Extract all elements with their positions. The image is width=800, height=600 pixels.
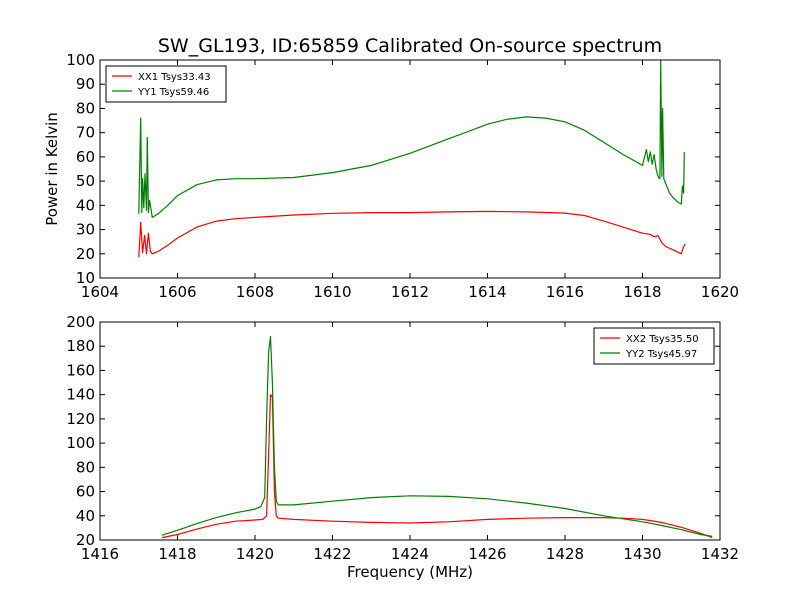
figure-title: SW_GL193, ID:65859 Calibrated On-source … <box>158 35 662 57</box>
y-tick-label: 50 <box>76 172 95 190</box>
y-tick-label: 80 <box>76 458 95 476</box>
legend: XX2 Tsys35.50 YY2 Tsys45.97 <box>593 327 715 365</box>
y-tick-label: 20 <box>76 245 95 263</box>
legend-label: XX1 Tsys33.43 <box>138 72 211 83</box>
y-tick-label: 10 <box>76 269 95 287</box>
y-tick-label: 90 <box>76 75 95 93</box>
x-tick-label: 1422 <box>313 545 351 563</box>
x-tick-label: 1432 <box>701 545 739 563</box>
x-tick-label: 1420 <box>236 545 274 563</box>
legend-box <box>593 327 715 365</box>
x-tick-label: 1618 <box>623 283 661 301</box>
y-tick-label: 80 <box>76 99 95 117</box>
y-tick-label: 100 <box>66 434 95 452</box>
y-axis-label: Power in Kelvin <box>43 112 61 226</box>
y-tick-label: 60 <box>76 148 95 166</box>
xx2-series-line <box>161 394 713 539</box>
series-group <box>161 335 713 539</box>
x-tick-label: 1416 <box>81 545 119 563</box>
yy2-series-line <box>161 335 713 537</box>
legend-box <box>105 65 227 103</box>
y-tick-label: 160 <box>66 361 95 379</box>
x-tick-label: 1430 <box>623 545 661 563</box>
x-tick-label: 1616 <box>546 283 584 301</box>
x-tick-label: 1620 <box>701 283 739 301</box>
bottom-panel: 1416 1418 1420 1422 1424 1426 1428 1430 1432 20 40… <box>66 313 739 563</box>
x-tick-label: 1606 <box>158 283 196 301</box>
series-group <box>138 59 686 258</box>
legend-label: YY1 Tsys59.46 <box>137 87 209 98</box>
x-tick-label: 1428 <box>546 545 584 563</box>
xx1-series-line <box>138 210 686 258</box>
x-tick-label: 1614 <box>468 283 506 301</box>
x-tick-label: 1424 <box>391 545 429 563</box>
top-panel: 1604 1606 1608 1610 1612 1614 1616 1618 1620 10 20… <box>66 51 739 301</box>
y-tick-label: 120 <box>66 410 95 428</box>
y-tick-label: 40 <box>76 196 95 214</box>
y-tick-label: 30 <box>76 221 95 239</box>
y-tick-label: 100 <box>66 51 95 69</box>
legend-label: XX2 Tsys35.50 <box>626 334 699 345</box>
x-tick-label: 1426 <box>468 545 506 563</box>
x-tick-label: 1418 <box>158 545 196 563</box>
x-tick-label: 1612 <box>391 283 429 301</box>
y-tick-label: 70 <box>76 124 95 142</box>
x-axis-label: Frequency (MHz) <box>347 563 473 581</box>
legend-label: YY2 Tsys45.97 <box>625 349 697 360</box>
x-tick-label: 1610 <box>313 283 351 301</box>
y-tick-label: 200 <box>66 313 95 331</box>
y-tick-label: 60 <box>76 483 95 501</box>
legend: XX1 Tsys33.43 YY1 Tsys59.46 <box>105 65 227 103</box>
x-tick-label: 1608 <box>236 283 274 301</box>
yy1-series-line <box>138 59 685 218</box>
x-tick-label: 1604 <box>81 283 119 301</box>
y-tick-label: 180 <box>66 337 95 355</box>
y-tick-label: 20 <box>76 531 95 549</box>
y-tick-label: 40 <box>76 507 95 525</box>
y-tick-label: 140 <box>66 386 95 404</box>
